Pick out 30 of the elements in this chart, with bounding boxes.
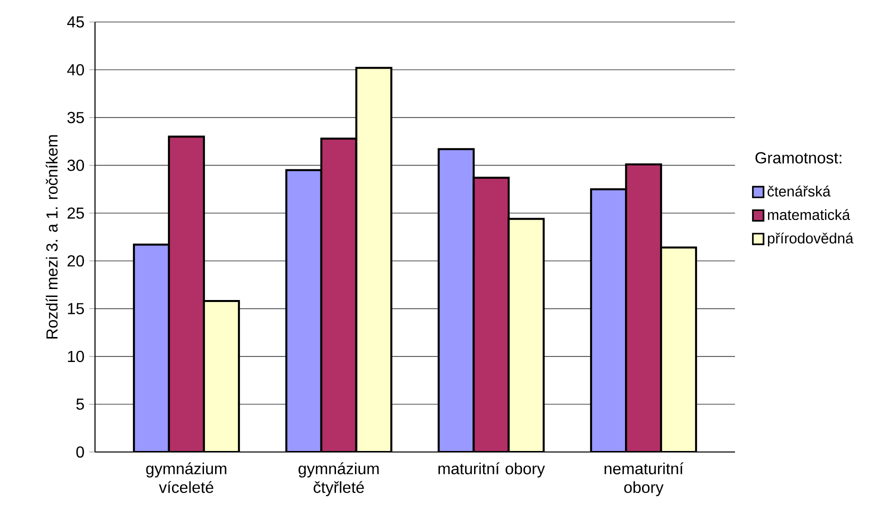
legend-label: čtenářská — [768, 186, 831, 197]
x-tick-label: nematuritní obory — [604, 462, 684, 496]
legend-title: Gramotnost: — [756, 152, 842, 164]
y-tick-label: 15 — [68, 303, 84, 314]
bar — [168, 136, 205, 452]
bar — [285, 169, 322, 452]
bar — [202, 300, 240, 452]
bar — [320, 138, 358, 452]
bar — [132, 244, 170, 452]
legend-label: matematická — [768, 209, 850, 220]
bar — [472, 176, 510, 452]
legend-label: přírodovědná — [768, 232, 854, 246]
bar — [625, 163, 662, 452]
x-tick-label: maturitní obory — [438, 462, 545, 478]
y-tick-label: 20 — [68, 255, 84, 267]
y-tick-label: 10 — [68, 350, 84, 362]
y-tick-label: 40 — [67, 64, 84, 76]
x-tick-label: gymnázium čtyřleté — [298, 462, 379, 496]
y-tick-label: 0 — [76, 446, 84, 458]
y-tick-label: 35 — [67, 112, 84, 124]
bar — [508, 218, 545, 452]
bar — [355, 66, 392, 452]
bar — [660, 246, 698, 452]
y-tick-label: 25 — [68, 207, 84, 219]
y-tick-label: 45 — [67, 16, 84, 28]
x-tick-label: gymnázium víceleté — [146, 462, 226, 493]
y-tick-label: 30 — [67, 160, 84, 171]
y-axis-title: Rozdíl mezi 3. a 1. ročníkem — [46, 135, 58, 339]
bar — [438, 148, 475, 452]
y-tick-label: 5 — [76, 398, 84, 410]
